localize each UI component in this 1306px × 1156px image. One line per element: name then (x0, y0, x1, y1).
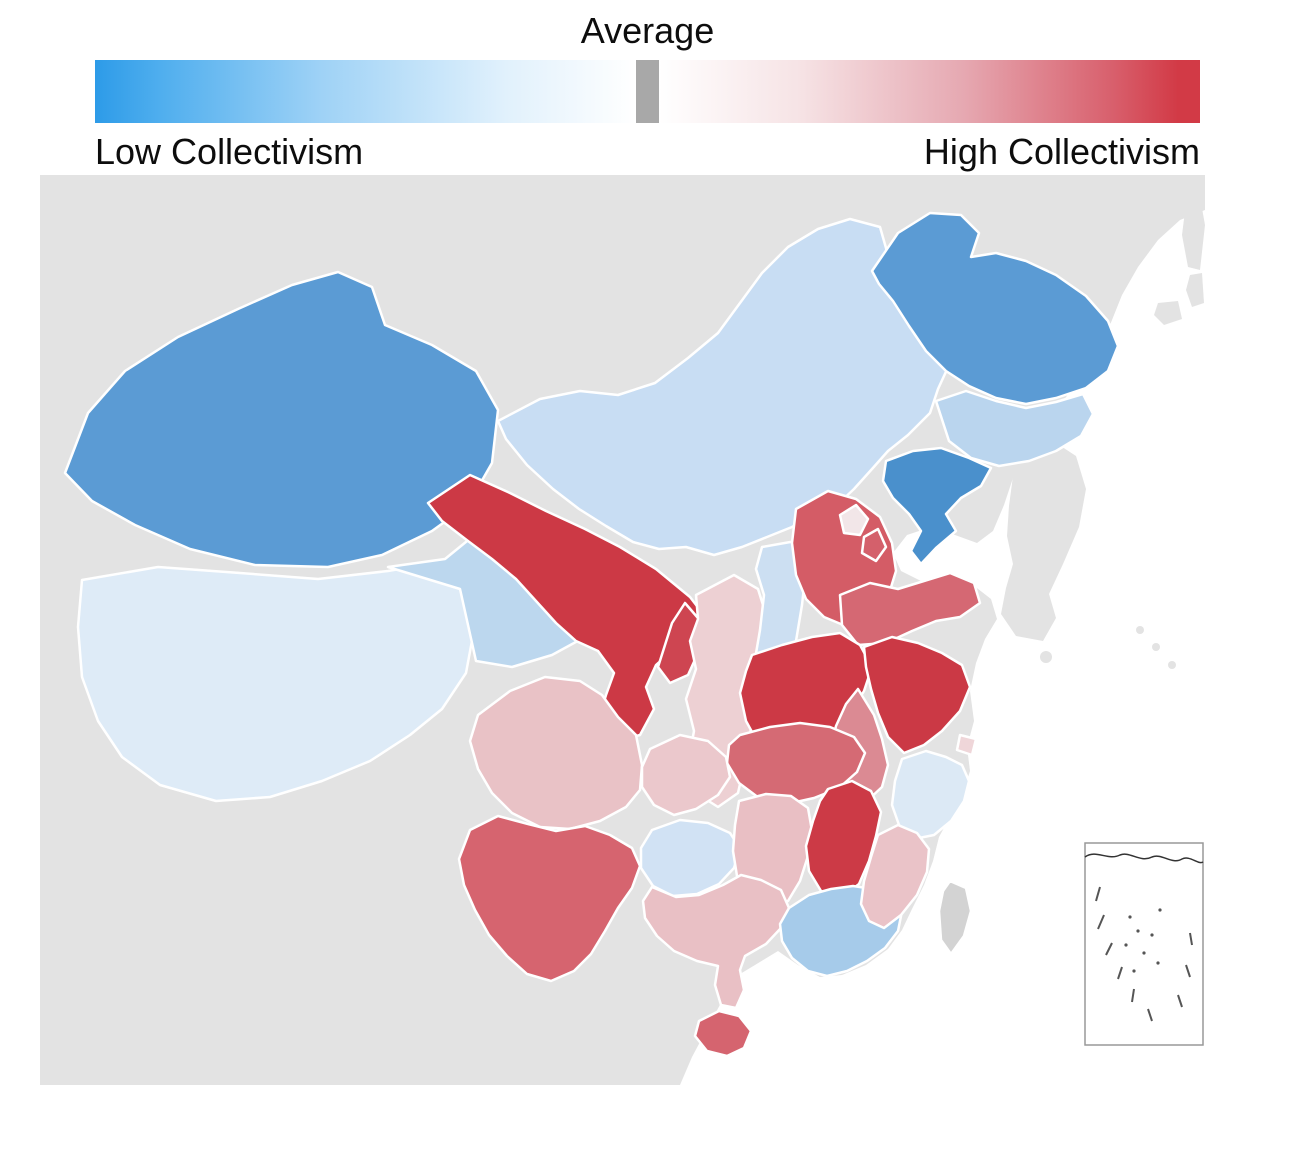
legend-low-label: Low Collectivism (95, 131, 364, 172)
south-china-sea-inset (1084, 842, 1204, 1046)
region-taiwan (937, 879, 973, 956)
region-hainan (693, 1009, 753, 1058)
region-sichuan (468, 675, 644, 831)
region-jiangsu (862, 635, 972, 755)
inset-coastline (1084, 853, 1204, 864)
region-tianjin (860, 527, 888, 563)
region-tibet (76, 559, 476, 803)
japan-island-1 (1182, 197, 1205, 270)
korea-landmass (1001, 439, 1086, 641)
region-zhejiang (890, 749, 971, 841)
region-guizhou (639, 818, 742, 898)
region-beijing (838, 503, 870, 537)
legend-high-label: High Collectivism (923, 131, 1200, 172)
inset-dash-line (1095, 886, 1193, 1022)
region-fujian (859, 823, 931, 930)
legend-gradient-high-half (659, 60, 1200, 123)
legend: Average Low Collectivism High Collectivi… (95, 10, 1200, 173)
region-gansu (426, 473, 712, 743)
map-panel (40, 175, 1205, 1085)
region-shanghai (955, 733, 978, 757)
legend-gradient-bar (95, 60, 1200, 123)
ryukyu-island-3 (1168, 661, 1176, 669)
region-shandong (838, 571, 982, 647)
legend-average-label: Average (580, 10, 715, 51)
legend-labels: Low Collectivism High Collectivism (95, 131, 1200, 173)
china-choropleth-map (40, 175, 1205, 1085)
region-guangxi (641, 873, 791, 1010)
region-jilin (934, 389, 1095, 468)
region-chongqing (640, 733, 732, 817)
japan-island-3 (1154, 301, 1182, 325)
region-heilongjiang (870, 211, 1120, 406)
region-xinjiang (63, 270, 500, 569)
legend-gradient-low-half (95, 60, 636, 123)
ryukyu-island-2 (1152, 643, 1160, 651)
region-liaoning (881, 446, 993, 566)
inset-islands (1124, 908, 1162, 973)
provinces (63, 211, 1120, 1058)
ryukyu-island-1 (1136, 626, 1144, 634)
region-inner-mongolia (496, 217, 952, 557)
japan-island-2 (1186, 273, 1204, 307)
inset-frame (1084, 842, 1204, 1046)
legend-average-marker (636, 60, 659, 123)
jeju-island (1040, 651, 1052, 663)
region-yunnan (457, 814, 642, 983)
